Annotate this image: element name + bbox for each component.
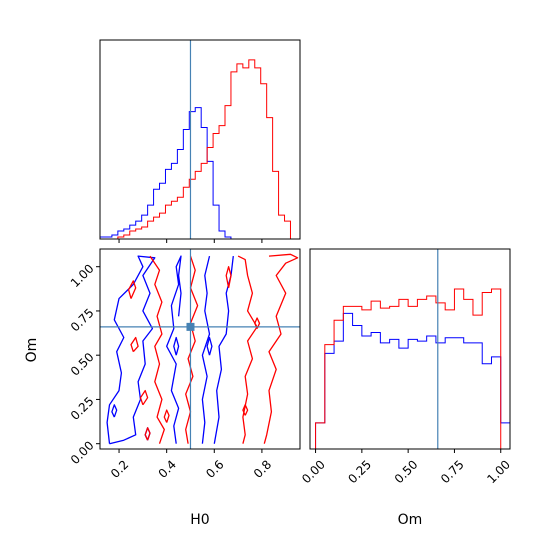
hist-Om-xtick-label: 0.75 [438,457,467,486]
x-axis-label-om: Om [398,512,423,528]
contour-series-1-path-1 [185,255,199,444]
x-axis-label-h0: H0 [190,512,209,528]
contour-ytick-label: 0.25 [68,394,97,423]
contour-h0-om-panel: 0.00 0.25 0.50 0.75 1.00 0.2 0.4 0.6 0.8 [68,248,301,481]
hist-H0-series-1-steps [100,59,300,239]
hist-Om-xtick-label: 0.25 [345,457,374,486]
contour-ytick-label: 0.50 [68,350,97,379]
contour-series-1-path-8 [242,404,249,416]
contour-series-0-path-5 [173,336,180,356]
contour-series-0-path-2 [201,255,211,444]
contour-series-0-path-1 [166,255,182,444]
contour-frame [99,248,301,450]
contour-series-1-path-11 [144,427,151,441]
contour-series-1-path-4 [127,280,137,299]
contour-ytick-label: 0.75 [68,306,97,335]
hist-Om-series-1-steps [315,288,510,449]
contour-series-1-path-3 [263,253,299,444]
contour-ytick-label: 0.00 [68,438,97,467]
contour-series-1-path-5 [130,336,139,353]
contour-series-0-path-3 [213,256,234,444]
y-axis-label-om: Om [24,338,40,363]
contour-series-1-path-9 [254,317,261,329]
histogram-h0-frame [99,39,301,240]
contour-series-1-path-2 [237,255,258,444]
contour-H0-Om-xtick-label: 0.6 [203,457,226,480]
contour-truth-marker [186,322,195,331]
contour-series-1-path-10 [225,266,232,289]
contour-ytick-label: 1.00 [68,261,97,290]
contour-H0-Om-xtick-label: 0.4 [156,457,179,480]
hist-Om-xtick-label: 0.50 [392,457,421,486]
contour-H0-Om-xtick-label: 0.8 [251,457,274,480]
hist-H0-series-0-steps [100,107,300,239]
hist-Om-xtick-label: 0.00 [299,457,328,486]
contour-series-1-path-6 [139,389,149,406]
histogram-h0-panel [99,39,301,243]
contour-series-0-path-4 [206,336,213,356]
contour-series-1-path-7 [163,409,170,423]
contour-series-1-path-0 [149,255,165,444]
hist-Om-series-0-steps [315,312,510,449]
hist-Om-xtick-label: 1.00 [484,457,513,486]
contour-H0-Om-xtick-label: 0.2 [108,457,131,480]
histogram-om-panel: 0.00 0.25 0.50 0.75 1.00 [299,248,513,486]
contour-series-0-path-6 [111,404,118,418]
histogram-om-frame [309,248,511,450]
